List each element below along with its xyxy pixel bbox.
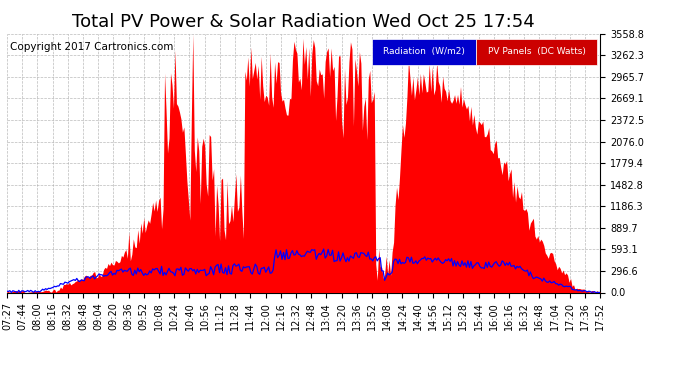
Title: Total PV Power & Solar Radiation Wed Oct 25 17:54: Total PV Power & Solar Radiation Wed Oct… (72, 13, 535, 31)
Text: Copyright 2017 Cartronics.com: Copyright 2017 Cartronics.com (10, 42, 173, 51)
FancyBboxPatch shape (475, 39, 598, 65)
Text: Radiation  (W/m2): Radiation (W/m2) (383, 47, 464, 56)
FancyBboxPatch shape (372, 39, 475, 65)
Text: PV Panels  (DC Watts): PV Panels (DC Watts) (488, 47, 585, 56)
